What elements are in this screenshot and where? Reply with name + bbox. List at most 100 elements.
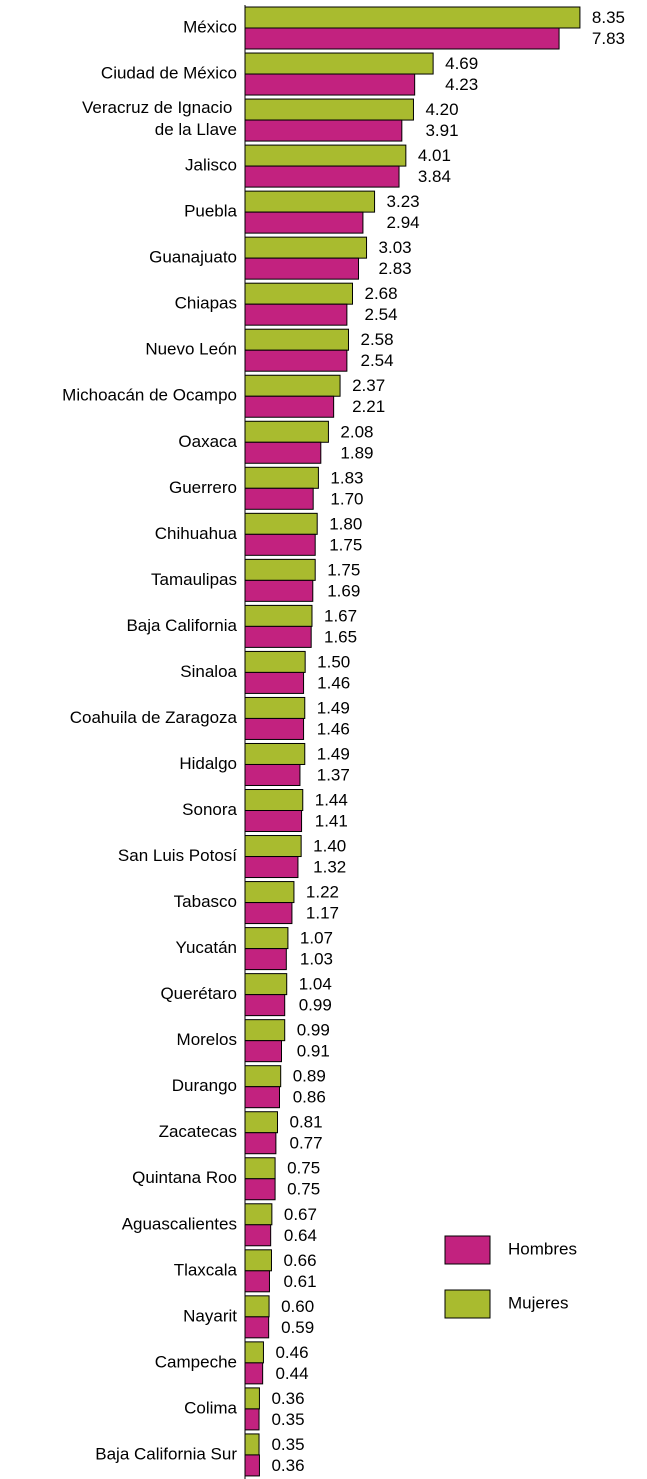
value-label: 2.21 [352, 397, 385, 416]
category-label: Nayarit [183, 1306, 237, 1325]
value-label: 4.69 [445, 54, 478, 73]
value-label: 1.70 [330, 489, 363, 508]
bar [244, 1040, 283, 1063]
bar [244, 717, 305, 740]
value-label: 0.75 [287, 1159, 320, 1178]
value-label: 7.83 [592, 29, 625, 48]
bar [244, 1454, 260, 1477]
bar [244, 835, 302, 858]
category-label: Veracruz de Ignacio de la Llave [82, 99, 237, 140]
bar [244, 994, 286, 1017]
value-label: 0.36 [271, 1389, 304, 1408]
bar [244, 119, 403, 142]
value-label: 0.66 [283, 1251, 316, 1270]
category-label: Quintana Roo [132, 1168, 237, 1187]
bar [244, 650, 306, 673]
value-label: 4.20 [425, 100, 458, 119]
value-label: 0.89 [293, 1067, 326, 1086]
value-label: 3.84 [418, 167, 451, 186]
bar [244, 533, 316, 556]
value-label: 1.83 [330, 468, 363, 487]
bar [244, 282, 353, 305]
bar [244, 374, 341, 397]
category-label: San Luis Potosí [118, 846, 237, 865]
bar [244, 1270, 270, 1293]
category-label: Guanajuato [149, 248, 237, 267]
value-label: 0.35 [271, 1435, 304, 1454]
value-label: 1.32 [313, 858, 346, 877]
bar [244, 349, 348, 372]
value-label: 0.75 [287, 1180, 320, 1199]
value-label: 0.99 [297, 1021, 330, 1040]
value-label: 1.04 [299, 975, 332, 994]
value-label: 1.50 [317, 652, 350, 671]
bar [244, 1249, 272, 1272]
value-label: 2.37 [352, 376, 385, 395]
value-label: 3.91 [425, 121, 458, 140]
bar [244, 420, 329, 443]
bar [244, 671, 305, 694]
value-label: 0.77 [289, 1134, 322, 1153]
value-label: 1.49 [317, 698, 350, 717]
bar [244, 6, 581, 29]
value-label: 8.35 [592, 8, 625, 27]
value-label: 1.37 [317, 765, 350, 784]
bar [244, 395, 335, 418]
value-label: 0.64 [284, 1226, 317, 1245]
value-label: 1.22 [306, 883, 339, 902]
bar [244, 1132, 277, 1155]
bar [244, 1157, 276, 1180]
value-label: 1.67 [324, 606, 357, 625]
bar [244, 558, 316, 581]
value-label: 2.83 [379, 259, 412, 278]
value-label: 2.68 [364, 284, 397, 303]
bar [244, 763, 301, 786]
bar [244, 1065, 282, 1088]
bar [244, 1316, 270, 1339]
category-label: Colima [184, 1398, 237, 1417]
category-label: Durango [172, 1076, 237, 1095]
category-label: Ciudad de México [101, 64, 237, 83]
value-label: 2.54 [364, 305, 397, 324]
value-label: 4.23 [445, 75, 478, 94]
value-label: 0.36 [271, 1456, 304, 1475]
value-label: 1.40 [313, 837, 346, 856]
bar [244, 98, 414, 121]
value-label: 0.60 [281, 1297, 314, 1316]
category-label: Baja California [126, 616, 237, 635]
value-label: 1.46 [317, 719, 350, 738]
value-label: 1.89 [340, 443, 373, 462]
bar [244, 948, 287, 971]
category-label: Chihuahua [155, 524, 238, 543]
bar [244, 973, 288, 996]
bar [244, 1362, 264, 1385]
value-label: 1.03 [300, 950, 333, 969]
bar [244, 211, 364, 234]
bar [244, 1224, 272, 1247]
bar [244, 856, 299, 879]
bar [244, 441, 322, 464]
bar [244, 604, 313, 627]
bar [244, 927, 289, 950]
bar [244, 73, 416, 96]
value-label: 3.03 [379, 238, 412, 257]
value-label: 2.08 [340, 422, 373, 441]
bar [244, 1019, 286, 1042]
value-label: 0.59 [281, 1318, 314, 1337]
bar [244, 1387, 260, 1410]
value-label: 0.46 [275, 1343, 308, 1362]
value-label: 1.69 [327, 581, 360, 600]
value-label: 0.99 [299, 996, 332, 1015]
bar [244, 1203, 273, 1226]
value-label: 0.81 [289, 1113, 322, 1132]
bar [244, 789, 304, 812]
value-label: 2.54 [360, 351, 393, 370]
category-label: Sonora [182, 800, 237, 819]
value-label: 1.41 [315, 811, 348, 830]
bar [244, 487, 314, 510]
category-label: Tlaxcala [174, 1260, 238, 1279]
bar [244, 466, 319, 489]
category-label: Michoacán de Ocampo [62, 386, 237, 405]
